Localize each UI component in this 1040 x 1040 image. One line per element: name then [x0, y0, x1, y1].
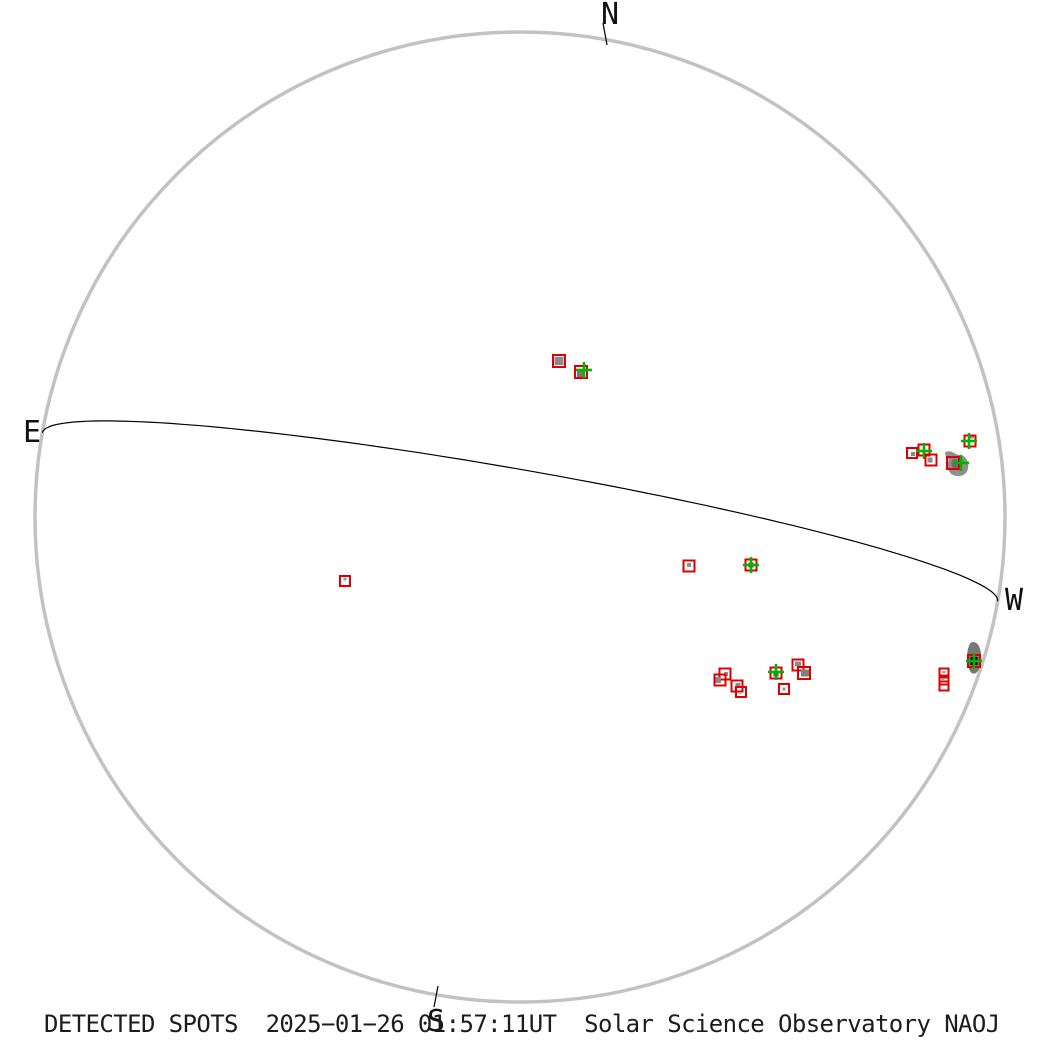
detected-spot — [938, 667, 950, 679]
spot-core — [577, 369, 585, 377]
spot-core — [941, 678, 945, 680]
centroid-cross — [743, 557, 759, 573]
detection-box — [938, 667, 950, 679]
caption-text: DETECTED SPOTS 2025−01−26 01:57:11UT Sol… — [44, 1010, 1000, 1038]
detected-spot — [797, 666, 811, 680]
detected-spot — [743, 557, 759, 573]
solar-disk-limb — [33, 30, 1007, 1004]
detected-spot — [768, 664, 784, 680]
spot-core — [911, 452, 915, 456]
solar-equator-line — [41, 420, 999, 602]
east-label: E — [23, 415, 41, 450]
pole-tick — [433, 985, 439, 1008]
detected-spot — [916, 443, 932, 459]
detected-spot — [938, 680, 950, 692]
detected-spot — [946, 455, 969, 471]
detected-spot — [339, 575, 351, 587]
detected-spots-layer — [339, 354, 982, 698]
spot-core — [927, 457, 933, 463]
detection-box — [552, 354, 566, 368]
detected-spot — [682, 559, 696, 573]
centroid-cross — [768, 664, 784, 680]
detection-box — [938, 680, 950, 692]
detected-spot — [778, 683, 790, 695]
spot-core — [735, 683, 741, 687]
centroid-cross — [916, 443, 932, 459]
detected-spot — [966, 653, 982, 669]
detected-spot — [938, 674, 950, 686]
detected-spot — [906, 447, 918, 459]
detection-box — [906, 447, 918, 459]
spot-core — [970, 435, 974, 439]
detected-spot — [552, 354, 566, 368]
centroid-cross — [966, 653, 982, 669]
spot-core — [738, 692, 742, 694]
centroid-cross — [953, 455, 969, 471]
spot-core — [687, 563, 691, 567]
south-label: S — [427, 1004, 445, 1039]
detection-box — [574, 365, 588, 379]
spot-core — [795, 661, 801, 667]
detection-box — [797, 666, 811, 680]
detection-box — [778, 683, 790, 695]
spot-core — [554, 357, 564, 365]
detection-box — [713, 673, 727, 687]
detected-spot — [924, 453, 938, 467]
detected-spot — [735, 686, 747, 698]
north-label: N — [601, 0, 619, 32]
detected-spot — [713, 673, 727, 687]
west-label: W — [1005, 583, 1024, 618]
pole-tick — [602, 22, 608, 46]
penumbra-layer — [945, 451, 982, 674]
spot-core — [801, 669, 809, 677]
spot-core — [782, 687, 786, 691]
spot-core — [715, 677, 721, 683]
detection-box — [924, 453, 938, 467]
detection-box — [735, 686, 747, 698]
detected-spot — [574, 362, 592, 379]
centroid-cross — [961, 433, 977, 449]
detection-box — [682, 559, 696, 573]
pole-ticks — [433, 22, 608, 1008]
detection-box — [938, 674, 950, 686]
spot-core — [942, 671, 946, 673]
detected-spot — [961, 433, 977, 449]
detection-box — [339, 575, 351, 587]
spot-core — [343, 577, 347, 581]
centroid-cross — [576, 362, 592, 378]
